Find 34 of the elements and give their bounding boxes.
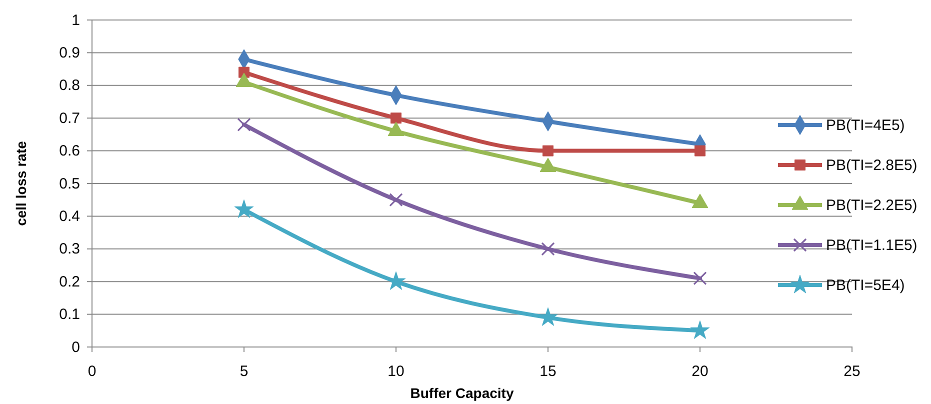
x-tick-label: 15	[540, 363, 556, 380]
point	[234, 200, 254, 218]
legend-label: PB(TI=2.2E5)	[826, 197, 918, 214]
point	[237, 118, 251, 132]
point	[390, 112, 402, 124]
y-tick-label: 0.8	[59, 77, 80, 94]
point	[538, 307, 558, 326]
y-tick-label: 0.2	[59, 273, 80, 290]
y-axis-title: cell loss rate	[13, 140, 29, 226]
y-tick-label: 0.7	[59, 110, 80, 127]
point	[693, 272, 707, 286]
x-tick-label: 25	[844, 363, 860, 380]
legend-label: PB(TI=1.1E5)	[826, 237, 918, 254]
point	[542, 145, 554, 156]
y-tick-label: 0.5	[59, 175, 80, 192]
legend-label: PB(TI=4E5)	[826, 117, 905, 134]
x-tick-label: 5	[240, 363, 248, 380]
legend-label: PB(TI=5E4)	[826, 277, 905, 294]
point	[690, 320, 710, 339]
point	[389, 193, 403, 207]
x-tick-label: 10	[388, 363, 404, 380]
y-tick-label: 0.4	[59, 208, 80, 225]
legend-label: PB(TI=2.8E5)	[826, 157, 918, 174]
x-tick-label: 20	[692, 363, 708, 380]
x-axis-title: Buffer Capacity	[410, 385, 514, 401]
y-tick-label: 0.6	[59, 142, 80, 160]
y-tick-label: 1	[72, 12, 80, 29]
point	[541, 242, 555, 256]
y-tick-label: 0.1	[59, 306, 80, 324]
y-tick-label: 0	[72, 338, 80, 356]
y-tick-label: 0.9	[59, 44, 80, 62]
y-tick-label: 0.3	[59, 240, 80, 258]
x-tick-label: 0	[88, 363, 96, 380]
point	[694, 145, 706, 156]
